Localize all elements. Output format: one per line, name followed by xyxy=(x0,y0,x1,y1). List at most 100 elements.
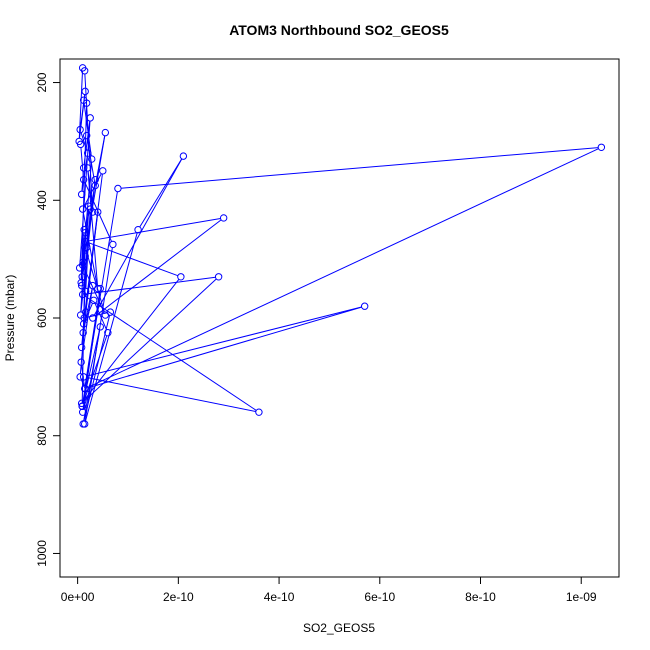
series-segment xyxy=(86,306,362,377)
data-point xyxy=(179,152,188,160)
data-point xyxy=(79,420,87,428)
y-axis: 200 400 600 800 1000 xyxy=(35,72,61,567)
data-point xyxy=(214,273,223,281)
data-point xyxy=(76,140,85,149)
data-point xyxy=(78,261,87,269)
y-tick-label: 800 xyxy=(35,425,49,445)
series-segment xyxy=(78,71,84,139)
x-tick-label: 8e-10 xyxy=(465,590,496,604)
data-point xyxy=(114,184,122,193)
data-point xyxy=(79,164,88,172)
series-segment xyxy=(87,148,599,388)
y-tick-label: 400 xyxy=(35,190,49,210)
series-segment xyxy=(85,295,257,411)
data-point xyxy=(81,384,89,393)
data-point xyxy=(96,284,104,293)
series-segment xyxy=(85,276,216,295)
data-point xyxy=(79,258,87,266)
x-tick-label: 1e-09 xyxy=(566,590,597,604)
series-segment xyxy=(83,315,111,421)
data-point xyxy=(219,214,228,222)
y-axis-label: Pressure (mbar) xyxy=(3,275,17,362)
series-segment xyxy=(121,147,599,189)
series-segment xyxy=(85,232,138,422)
series-segment xyxy=(86,377,256,413)
series-segment xyxy=(94,303,108,330)
series-segment xyxy=(139,158,183,228)
data-point xyxy=(83,164,92,172)
data-point xyxy=(77,343,86,352)
series-segment xyxy=(95,135,106,183)
data-point xyxy=(83,149,92,157)
y-tick-label: 600 xyxy=(35,308,49,328)
data-point xyxy=(80,226,88,234)
series-segment xyxy=(82,191,118,404)
x-axis: 0e+00 2e-10 4e-10 6e-10 8e-10 1e-09 xyxy=(61,576,597,604)
y-tick-label: 1000 xyxy=(35,540,49,567)
series-segment xyxy=(88,217,221,242)
data-point xyxy=(82,131,91,140)
series-segment xyxy=(80,232,85,280)
data-point xyxy=(91,175,99,184)
series-segment xyxy=(87,312,108,318)
data-point xyxy=(597,143,606,151)
data-point xyxy=(94,284,102,293)
series-segment xyxy=(82,329,101,404)
data-point xyxy=(106,308,115,316)
data-point xyxy=(77,190,86,199)
x-tick-label: 2e-10 xyxy=(163,590,194,604)
data-point xyxy=(91,181,99,190)
series-segment xyxy=(82,137,86,142)
data-point xyxy=(360,302,369,310)
series-segment xyxy=(88,242,179,277)
series-segment xyxy=(82,335,108,404)
data-point xyxy=(104,329,112,337)
data-point xyxy=(134,226,142,234)
series-segment xyxy=(80,106,88,280)
data-point xyxy=(79,175,88,184)
series-segment xyxy=(84,173,103,315)
series-segment xyxy=(83,279,180,402)
data-point xyxy=(78,205,87,213)
data-point xyxy=(78,402,86,410)
data-point xyxy=(76,373,84,381)
data-point xyxy=(89,314,97,322)
data-point xyxy=(81,237,89,246)
data-point xyxy=(101,128,110,137)
data-point xyxy=(81,87,89,96)
data-point xyxy=(77,281,86,290)
data-point xyxy=(177,273,185,281)
data-point xyxy=(86,114,94,122)
data-point xyxy=(82,99,91,107)
data-point xyxy=(76,125,84,134)
data-point xyxy=(96,323,104,331)
series-segment xyxy=(88,306,362,389)
series-segment xyxy=(82,212,98,286)
plot-frame xyxy=(59,58,620,578)
data-point xyxy=(77,358,85,366)
series-segment xyxy=(83,329,101,421)
data-point xyxy=(81,243,89,252)
data-point xyxy=(77,399,86,408)
data-point xyxy=(79,373,88,381)
series-segment xyxy=(87,171,93,209)
data-point xyxy=(99,167,107,175)
data-point xyxy=(89,208,97,216)
x-tick-label: 0e+00 xyxy=(61,590,95,604)
data-point xyxy=(94,208,102,216)
x-tick-label: 4e-10 xyxy=(264,590,295,604)
x-axis-label: SO2_GEOS5 xyxy=(303,621,375,635)
data-point xyxy=(77,278,85,287)
data-point xyxy=(88,155,96,163)
data-point xyxy=(109,240,117,249)
plot-area xyxy=(75,64,606,428)
chart-title: ATOM3 Northbound SO2_GEOS5 xyxy=(229,22,449,38)
data-point xyxy=(255,408,263,416)
x-tick-label: 6e-10 xyxy=(364,590,395,604)
y-tick-label: 200 xyxy=(35,72,49,92)
series-segment xyxy=(87,171,99,286)
data-point xyxy=(78,290,87,299)
series-segment xyxy=(80,147,84,177)
data-point xyxy=(80,314,88,322)
